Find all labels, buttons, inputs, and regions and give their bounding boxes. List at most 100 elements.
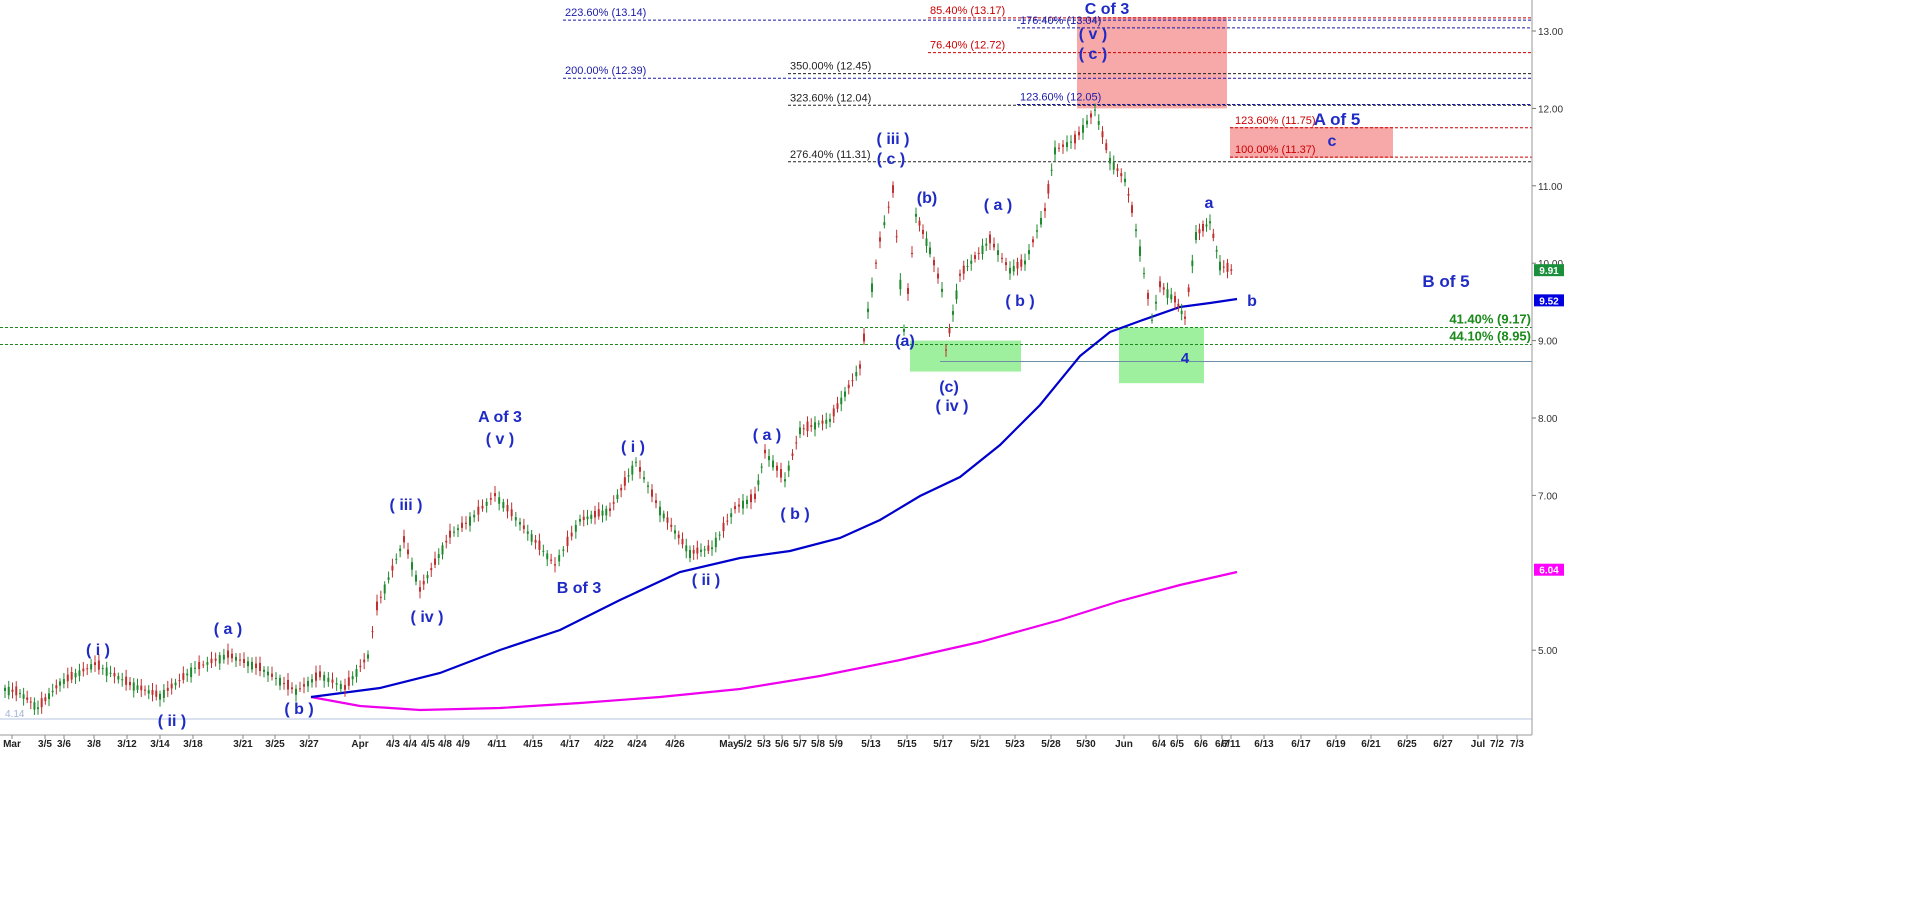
candle-body [681,538,684,545]
candle-body [121,679,124,681]
candle-body [66,674,69,682]
time-tick-label: 5/9 [829,739,843,750]
candle-body [754,493,756,499]
candle-body [151,690,154,695]
time-tick-label: 3/27 [299,739,319,750]
candle-body [586,516,589,520]
candle-body [911,252,913,254]
candle-body [538,540,541,550]
candle-body [1162,287,1165,290]
wave-label: ( v ) [486,431,514,448]
candle-body [734,506,736,510]
candle-body [510,509,513,517]
fib-level-label: 76.40% (12.72) [930,40,1005,52]
candle-body [162,689,165,698]
candle-body [62,679,65,684]
candle-body [97,660,100,670]
candle-body [1159,281,1161,288]
time-tick-label: 4/15 [523,739,543,750]
candle-body [344,685,346,690]
candle-body [542,550,545,552]
wave-label: ( i ) [86,642,110,659]
candle-body [1202,224,1204,232]
red-zone-c-of-3 [1077,17,1227,109]
wave-label: (b) [917,190,937,207]
candle-body [29,701,32,703]
candle-body [51,690,54,693]
candle-body [231,653,233,659]
candle-body [1001,257,1003,259]
time-tick-label: 3/5 [38,739,52,750]
level-lines-layer: 223.60% (13.14) 200.00% (12.39) 350.00% (1… [0,5,1532,720]
time-tick-label: 3/14 [150,739,170,750]
time-tick-label: 5/6 [775,739,789,750]
time-tick-label: 5/8 [811,739,825,750]
candle-body [178,680,181,682]
candle-body [718,534,721,536]
candle-body [1170,294,1173,300]
candle-body [635,461,637,463]
time-tick-label: 6/6 [1194,739,1208,750]
candle-body [331,679,334,683]
candle-body [962,265,965,274]
time-tick-label: 6/5 [1170,739,1184,750]
wave-label: c [1328,133,1337,150]
candle-body [795,442,798,444]
time-tick-label: 5/7 [793,739,807,750]
candle-body [750,494,752,503]
price-tick-label: 5.00 [1538,646,1558,657]
candle-body [1187,287,1190,293]
candle-body [530,534,533,542]
candle-body [251,661,253,670]
wave-label: ( iv ) [936,398,969,415]
candle-body [1036,230,1038,232]
candle-body [323,674,326,681]
candle-body [411,562,413,570]
candle-body [434,558,436,565]
candle-body [1155,301,1157,304]
candle-body [907,287,909,294]
candle-body [311,679,313,683]
candle-body [371,631,374,633]
price-tick-label: 12.00 [1538,104,1563,115]
candle-body [871,283,873,292]
wave-label: 4 [1181,350,1190,367]
time-tick-label: 7/2 [1490,739,1504,750]
candle-body [726,520,729,522]
candle-body [787,465,790,471]
candle-body [879,237,881,242]
bottom-level-label: 4.14 [5,709,25,720]
candle-body [863,333,865,342]
candle-body [714,537,717,548]
candle-body [554,564,556,566]
candle-body [48,693,50,700]
time-tick-label: 4/11 [488,739,507,750]
candle-body [1139,246,1141,256]
candle-body [210,658,213,664]
candle-body [391,565,394,571]
candle-body [1016,261,1019,269]
candle-body [481,505,484,509]
candle-body [534,539,537,543]
candle-body [422,580,425,585]
candle-body [1066,142,1068,148]
candle-body [170,683,173,689]
candle-body [494,493,496,497]
candle-body [1174,296,1176,303]
candle-body [1226,262,1229,272]
candle-body [74,672,77,678]
candle-body [363,659,366,663]
candle-body [768,456,770,461]
candle-body [33,702,36,710]
candle-body [832,408,835,417]
candle-body [159,693,161,700]
candle-body [291,687,293,690]
wave-label: ( ii ) [692,572,720,589]
candle-body [1028,250,1030,255]
candle-body [903,328,905,332]
candle-body [283,683,285,685]
moving-average-layer [310,297,1238,712]
time-tick-label: 6/27 [1433,739,1453,750]
candle-body [1209,221,1211,224]
candle-body [1205,224,1208,227]
